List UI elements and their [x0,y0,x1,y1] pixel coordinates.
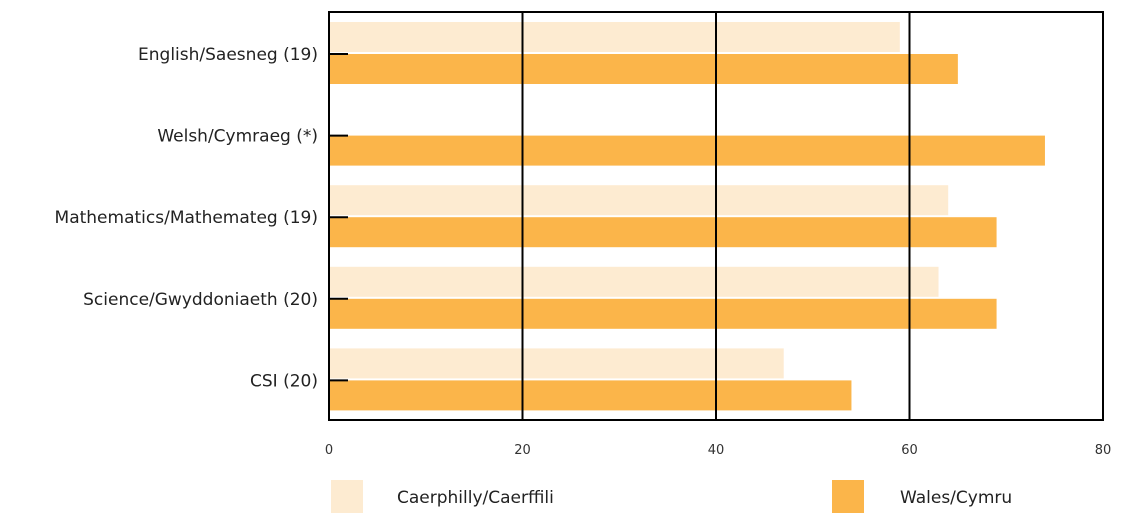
category-label-2: Mathematics/Mathemateg (19) [55,208,318,228]
x-tick-label-40: 40 [708,443,725,458]
bar-wales-3 [330,298,997,329]
x-tick-label-0: 0 [325,443,333,458]
gridlines [521,12,911,420]
category-label-3: Science/Gwyddoniaeth (20) [83,290,318,310]
plot-frame [328,11,1104,421]
category-label-1: Welsh/Cymraeg (*) [157,127,318,147]
legend-swatch-wales [832,480,864,513]
bar-wales-0 [330,54,958,84]
category-label-4: CSI (20) [250,371,318,391]
bar-wales-1 [330,135,1045,166]
x-tick-labels: 0 20 40 60 80 [325,443,1111,458]
legend-label-wales: Wales/Cymru [900,488,1012,508]
x-tick-label-20: 20 [514,443,531,458]
category-label-0: English/Saesneg (19) [138,45,318,65]
category-ticks [329,53,348,382]
x-tick-label-80: 80 [1095,443,1112,458]
legend-label-caerphilly: Caerphilly/Caerffili [397,488,554,508]
legend-swatch-caerphilly [331,480,363,513]
bar-wales-2 [330,217,997,248]
x-tick-label-60: 60 [901,443,918,458]
bar-caerphilly-3 [330,266,939,297]
bars-layer [330,22,1045,411]
bar-wales-4 [330,380,852,411]
bar-caerphilly-4 [330,348,784,379]
category-labels: English/Saesneg (19) Welsh/Cymraeg (*) Mat… [55,45,318,391]
legend: Caerphilly/Caerffili Wales/Cymru [331,480,1012,513]
bar-caerphilly-0 [330,22,900,52]
bar-caerphilly-2 [330,185,949,216]
